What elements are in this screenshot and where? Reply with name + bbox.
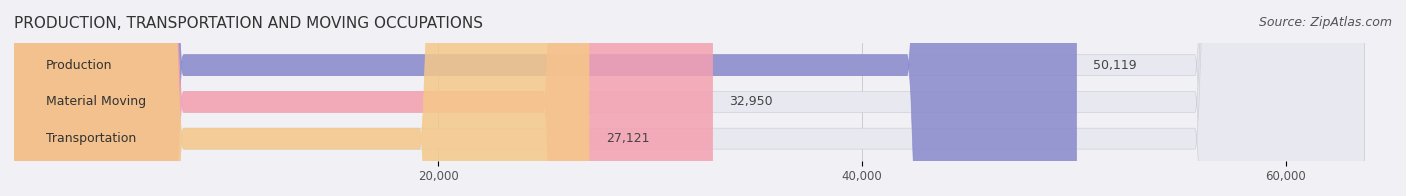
Text: 27,121: 27,121 <box>606 132 650 145</box>
Text: Production: Production <box>46 59 112 72</box>
FancyBboxPatch shape <box>14 0 1364 196</box>
Text: 32,950: 32,950 <box>730 95 773 108</box>
Text: Transportation: Transportation <box>46 132 136 145</box>
FancyBboxPatch shape <box>14 0 1364 196</box>
Text: Source: ZipAtlas.com: Source: ZipAtlas.com <box>1258 16 1392 29</box>
FancyBboxPatch shape <box>14 0 1077 196</box>
Text: PRODUCTION, TRANSPORTATION AND MOVING OCCUPATIONS: PRODUCTION, TRANSPORTATION AND MOVING OC… <box>14 16 484 31</box>
FancyBboxPatch shape <box>14 0 713 196</box>
FancyBboxPatch shape <box>14 0 589 196</box>
Text: 50,119: 50,119 <box>1094 59 1137 72</box>
FancyBboxPatch shape <box>14 0 1364 196</box>
Text: Material Moving: Material Moving <box>46 95 146 108</box>
